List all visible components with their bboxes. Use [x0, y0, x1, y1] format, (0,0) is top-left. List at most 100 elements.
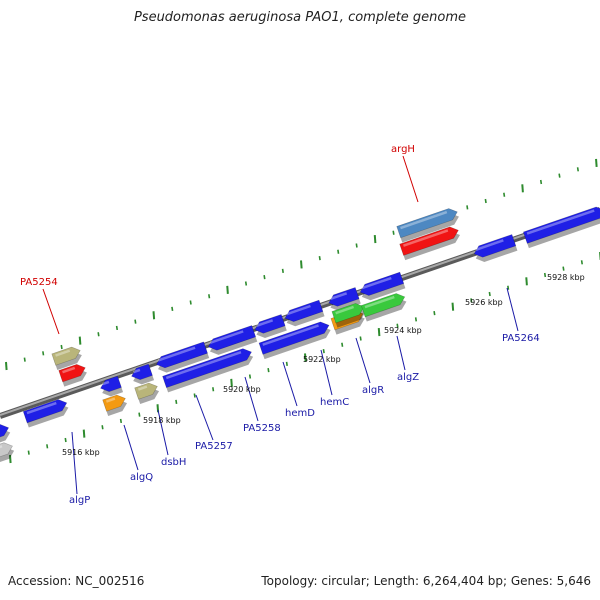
accession-text: Accession: NC_002516 [8, 574, 145, 588]
gene-algP-rev [100, 375, 124, 397]
upper-tick [576, 167, 579, 172]
gene-PA5257 [162, 348, 254, 393]
gene-label-PA5258: PA5258 [243, 423, 281, 434]
leader-PA5257 [195, 394, 214, 441]
lower-tick [525, 277, 528, 286]
map-title: Pseudomonas aeruginosa PAO1, complete ge… [133, 10, 467, 25]
upper-tick [300, 260, 303, 269]
upper-tick [208, 294, 211, 299]
leader-PA5264 [506, 287, 519, 332]
lower-tick [267, 368, 270, 373]
kbp-label-5926: 5926 kbp [465, 298, 503, 307]
upper-tick [558, 173, 561, 178]
gene-hemC-rev [284, 299, 325, 327]
label-leaders [42, 155, 519, 495]
lower-tick [580, 260, 583, 265]
lower-tick [82, 429, 86, 438]
lower-tick [433, 310, 436, 316]
gene-PA5258 [258, 321, 331, 360]
gene-label-algR: algR [362, 385, 384, 396]
gene-left-edge [0, 424, 11, 443]
lower-tick [322, 349, 325, 354]
upper-tick [78, 336, 82, 345]
gene-PA5264-rev [473, 234, 518, 262]
gene-label-PA5257: PA5257 [195, 441, 233, 452]
gene-hemD-rev [254, 314, 287, 339]
leader-PA5258 [244, 376, 259, 422]
leader-argH [402, 155, 419, 203]
upper-tick [503, 192, 506, 197]
lower-tick [304, 353, 307, 362]
lower-tick [46, 444, 49, 449]
upper-tick [595, 158, 598, 168]
kbp-label-5920: 5920 kbp [223, 385, 261, 394]
gene-algP [22, 399, 69, 428]
lower-tick [396, 323, 399, 328]
lower-tick [341, 342, 344, 347]
lower-tick [507, 285, 510, 290]
lower-tick [470, 298, 473, 303]
upper-tick [226, 285, 229, 294]
leader-algZ [396, 335, 406, 371]
lower-tick [359, 336, 362, 341]
leader-algQ [123, 424, 139, 471]
gene-PA5254-upper [51, 346, 82, 370]
lower-tick [488, 291, 491, 297]
kbp-label-5928: 5928 kbp [547, 273, 585, 282]
upper-tick [263, 275, 266, 280]
lower-tick [27, 450, 30, 455]
lower-tick [377, 328, 381, 337]
gene-dsbH [134, 382, 160, 404]
gene-features [0, 206, 600, 463]
tick-marks [5, 158, 600, 464]
gene-label-hemC: hemC [320, 397, 349, 408]
gene-label-dsbH: dsbH [161, 457, 186, 468]
kbp-label-5924: 5924 kbp [384, 326, 422, 335]
gene-PA5258-rev [207, 325, 258, 355]
upper-tick [134, 319, 137, 324]
upper-tick [97, 332, 100, 337]
upper-tick [5, 361, 8, 371]
gene-label-argH: argH [391, 144, 415, 155]
upper-tick [42, 351, 45, 356]
upper-tick [521, 184, 524, 193]
gene-algR [360, 293, 407, 322]
upper-tick [171, 306, 174, 312]
lower-tick [414, 317, 418, 322]
lower-tick [175, 399, 178, 405]
upper-tick [189, 300, 192, 305]
upper-tick [60, 344, 63, 350]
lower-tick [248, 374, 252, 379]
gene-argH-upper [396, 208, 459, 243]
leader-hemC [320, 349, 333, 396]
gene-algR-rev [328, 287, 361, 312]
lower-tick [562, 266, 565, 271]
gene-PA5257-rev [155, 341, 210, 373]
upper-tick [484, 198, 487, 204]
leader-PA5254 [42, 288, 60, 335]
upper-tick [115, 325, 119, 331]
lower-tick [119, 418, 123, 424]
leader-algP [71, 431, 78, 495]
upper-tick [373, 235, 377, 244]
lower-tick [9, 454, 12, 464]
leader-dsbH [157, 409, 169, 456]
lower-tick [285, 361, 288, 366]
upper-tick [466, 205, 469, 210]
gene-PA5254 [58, 364, 87, 387]
lower-tick [64, 437, 67, 443]
gene-right-fwd [522, 206, 600, 249]
lower-tick [543, 272, 547, 278]
upper-tick [318, 256, 321, 261]
gene-algZ-rev [359, 271, 406, 301]
gene-label-algZ: algZ [397, 372, 419, 383]
gene-label-hemD: hemD [285, 408, 315, 419]
upper-tick [23, 357, 26, 362]
upper-tick [539, 179, 543, 185]
gene-label-algQ: algQ [130, 472, 153, 483]
upper-tick [281, 268, 284, 273]
gene-argH [399, 226, 460, 261]
gene-left-gray [0, 442, 15, 463]
leader-hemD [282, 361, 298, 407]
